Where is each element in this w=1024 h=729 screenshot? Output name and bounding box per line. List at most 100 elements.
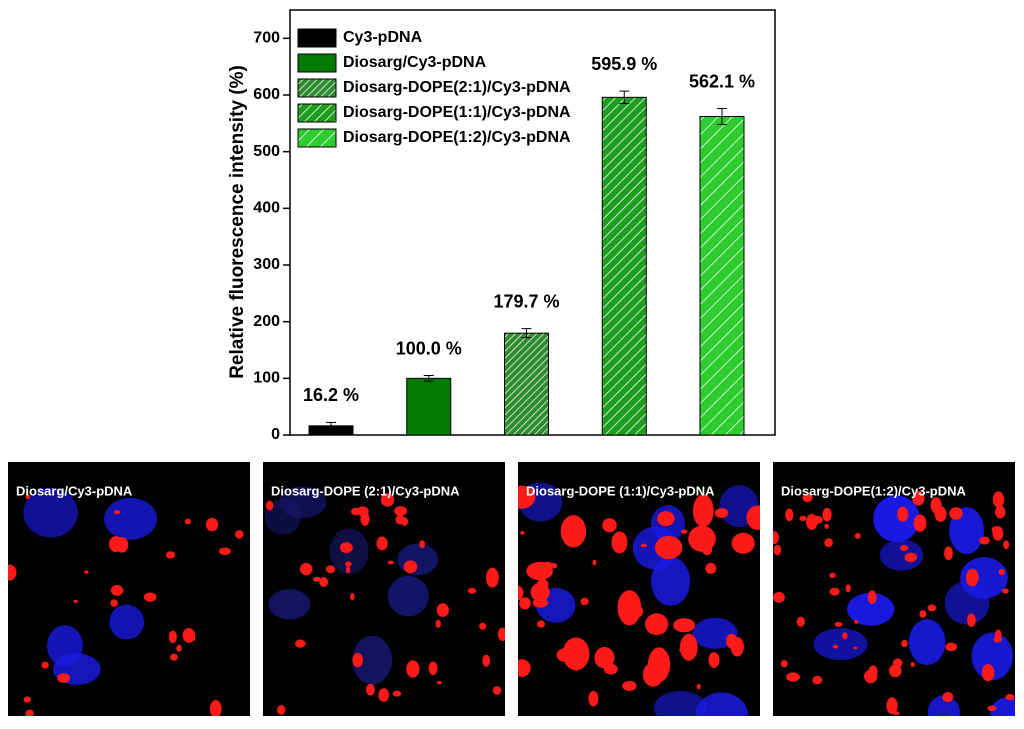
micrograph-content [264,486,505,715]
cy3-signal [714,508,729,519]
y-axis-label: Relative fluorescence intensity (%) [227,65,248,379]
cy3-signal [549,563,558,569]
cy3-signal [394,506,408,516]
cy3-signal [406,660,420,678]
legend-swatch [297,103,337,123]
cy3-signal [780,660,788,668]
cy3-signal [526,561,553,581]
cy3-signal [392,690,402,697]
cy3-signal [845,584,851,593]
micrograph-content [8,488,244,716]
cy3-signal [580,597,589,606]
cy3-signal [773,592,785,603]
legend-label: Diosarg-DOPE(1:1)/Cy3-pDNA [343,104,571,121]
cy3-signal [350,507,362,516]
cy3-signal [824,523,830,529]
cy3-signal [746,505,760,530]
value-label: 179.7 % [493,291,559,311]
cy3-signal [25,709,34,716]
cy3-signal [965,568,979,587]
cy3-signal [622,680,637,691]
cy3-signal [640,543,647,548]
cy3-signal [547,562,552,568]
nucleus [695,692,748,716]
cy3-signal [992,526,1004,541]
cy3-signal [992,491,1005,508]
cy3-signal [235,530,244,539]
cy3-signal [854,533,861,539]
cy3-signal [611,531,628,554]
cy3-signal [979,536,990,545]
legend-label: Diosarg/Cy3-pDNA [343,54,487,71]
nucleus [990,696,1015,716]
cy3-signal [901,639,908,648]
cy3-signal [799,515,807,522]
cy3-signal [829,587,840,596]
bar [601,96,647,436]
nucleus [879,539,924,571]
cy3-signal [832,644,839,649]
cy3-signal [518,659,531,677]
cy3-signal [822,507,832,522]
cy3-signal [113,510,121,515]
cy3-signal [530,582,550,602]
cy3-signal [325,565,336,574]
y-tick-label: 400 [253,200,280,217]
panel-label: Diosarg-DOPE (2:1)/Cy3-pDNA [271,483,460,498]
cy3-signal [1002,588,1009,594]
cy3-signal [1005,693,1015,701]
cy3-signal [657,511,675,527]
cy3-signal [603,663,618,675]
nucleus [397,543,438,576]
legend-label: Cy3-pDNA [343,29,423,46]
value-label: 595.9 % [591,54,657,74]
nucleus [944,581,990,625]
cy3-signal [867,590,877,605]
cy3-signal [773,544,782,556]
nucleus [650,556,691,606]
cy3-signal [731,532,755,554]
cy3-signal [170,653,178,661]
bar [504,332,549,436]
cy3-signal [913,514,927,532]
cy3-signal [842,632,848,640]
cy3-signal [824,538,833,548]
cy3-signal [84,570,89,574]
cy3-signal [967,613,976,627]
panel-label: Diosarg-DOPE (1:1)/Cy3-pDNA [526,483,715,498]
cy3-signal [930,497,942,514]
bar [406,377,452,436]
cy3-signal [482,654,491,667]
nucleus [847,592,895,626]
legend-swatch [297,53,337,73]
cy3-signal [479,622,487,630]
legend-swatch [297,28,337,48]
cy3-signal [705,562,717,574]
legend-swatch [297,128,337,148]
value-label: 16.2 % [303,385,359,405]
cy3-signal [927,604,937,612]
cy3-signal [277,705,286,715]
cy3-signal [645,613,669,636]
legend-swatch [297,78,337,98]
nucleus [927,695,960,716]
cy3-signal [520,531,525,535]
cy3-signal [786,672,800,682]
value-label: 100.0 % [396,338,462,358]
cy3-signal [73,599,78,603]
cy3-signal [654,536,683,560]
cy3-signal [378,688,390,702]
cy3-signal [696,683,701,690]
cy3-signal [785,508,794,522]
cy3-signal [300,562,313,576]
cy3-signal [993,636,1002,643]
cy3-signal [893,711,900,716]
nucleus [653,690,707,716]
y-tick-label: 300 [253,256,280,273]
panel-label: Diosarg-DOPE(1:2)/Cy3-pDNA [781,483,967,498]
cy3-signal [176,644,182,652]
cy3-signal [796,616,805,627]
cy3-signal [8,564,17,581]
nucleus [268,589,311,620]
